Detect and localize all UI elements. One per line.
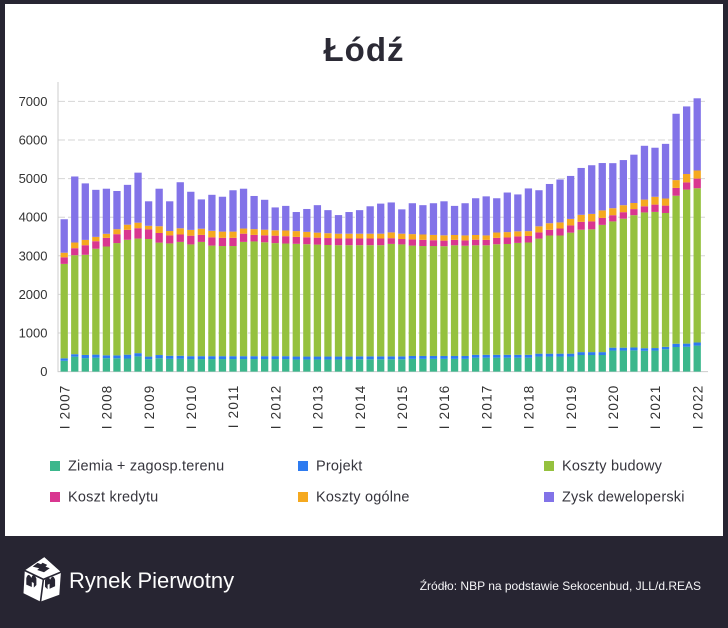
svg-text:Koszty ogólne: Koszty ogólne <box>316 490 410 506</box>
svg-text:7000: 7000 <box>19 94 48 109</box>
svg-text:I 2017: I 2017 <box>479 385 494 430</box>
svg-text:2000: 2000 <box>19 287 48 302</box>
svg-text:I 2009: I 2009 <box>142 385 157 430</box>
svg-text:6000: 6000 <box>19 133 48 148</box>
svg-text:5000: 5000 <box>19 171 48 186</box>
svg-text:1000: 1000 <box>19 326 48 341</box>
svg-text:Koszty budowy: Koszty budowy <box>562 459 663 475</box>
svg-text:I 2007: I 2007 <box>57 385 72 430</box>
svg-text:4000: 4000 <box>19 210 48 225</box>
svg-text:0: 0 <box>40 364 47 379</box>
svg-text:3000: 3000 <box>19 248 48 263</box>
svg-text:Projekt: Projekt <box>316 459 363 475</box>
svg-text:I 2020: I 2020 <box>606 385 621 430</box>
svg-text:I 2022: I 2022 <box>690 385 705 430</box>
svg-text:I 2011: I 2011 <box>226 385 241 429</box>
svg-text:I 2021: I 2021 <box>648 385 663 430</box>
svg-text:Zysk deweloperski: Zysk deweloperski <box>562 490 685 506</box>
svg-text:I 2019: I 2019 <box>564 385 579 430</box>
svg-text:Ziemia + zagosp.terenu: Ziemia + zagosp.terenu <box>68 459 224 475</box>
svg-text:I 2014: I 2014 <box>353 385 368 430</box>
svg-text:I 2008: I 2008 <box>100 385 115 430</box>
svg-text:I 2010: I 2010 <box>184 385 199 430</box>
svg-text:I 2013: I 2013 <box>311 385 326 430</box>
svg-text:I 2016: I 2016 <box>437 385 452 430</box>
svg-text:I 2015: I 2015 <box>395 385 410 430</box>
svg-text:I 2018: I 2018 <box>522 385 537 430</box>
svg-text:I 2012: I 2012 <box>268 385 283 430</box>
svg-text:Koszt kredytu: Koszt kredytu <box>68 490 158 506</box>
